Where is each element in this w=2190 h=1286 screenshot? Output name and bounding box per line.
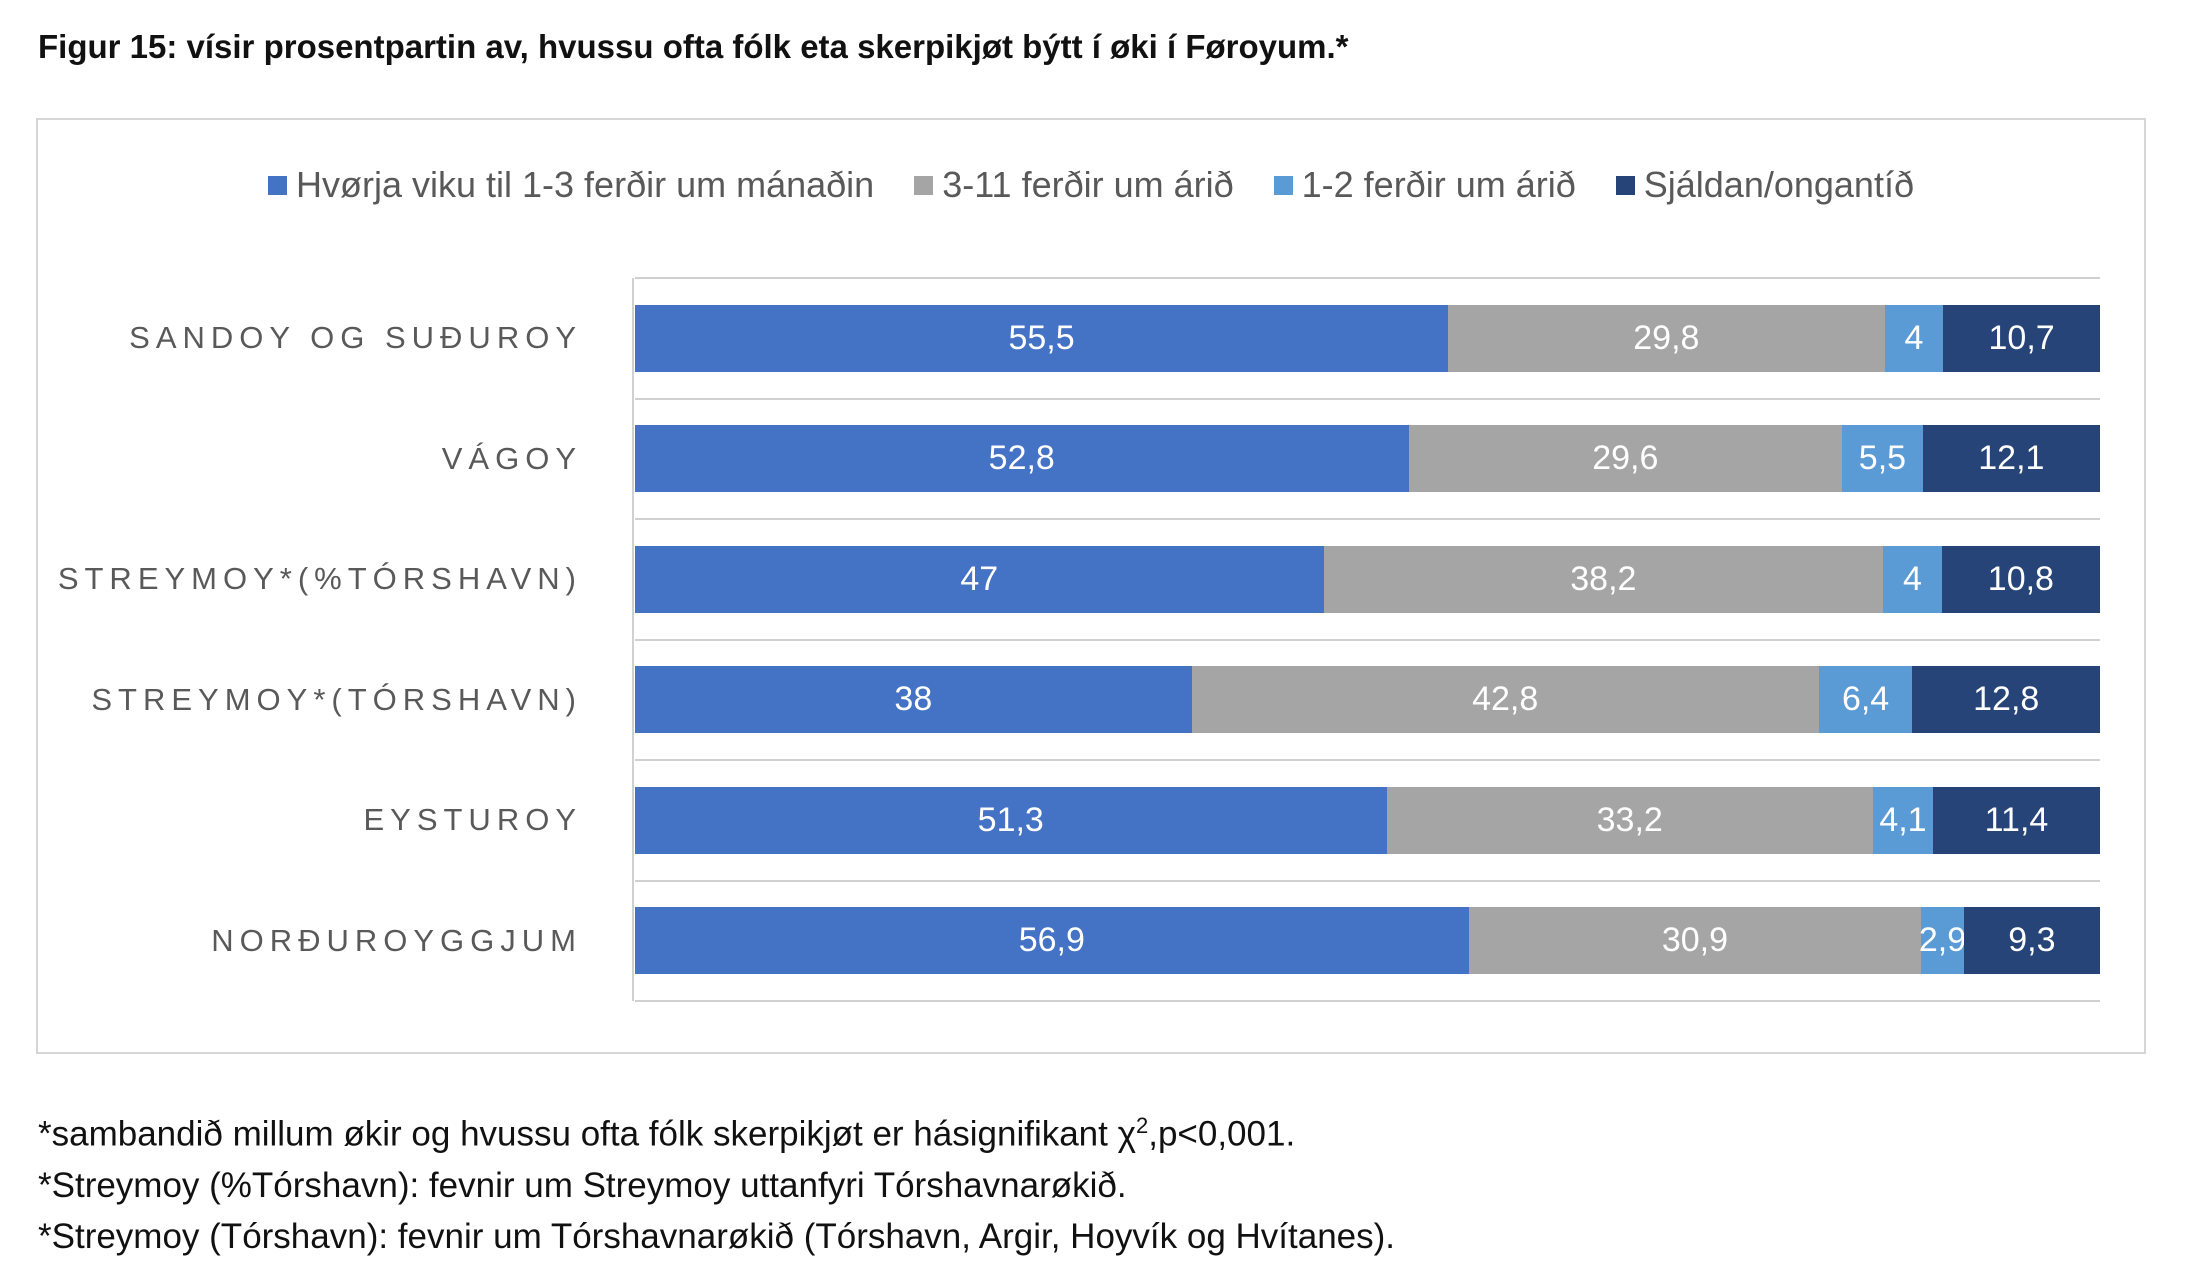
- legend-label-3: 1-2 ferðir um árið: [1301, 164, 1576, 205]
- gridline: [635, 759, 2100, 761]
- bar-segment: 10,8: [1941, 545, 2100, 613]
- bar-segment: 6,4: [1818, 666, 1913, 734]
- footnotes: *sambandið millum økir og hvussu ofta fó…: [38, 1100, 1395, 1262]
- data-label: 33,2: [1596, 800, 1663, 839]
- legend-label-1: Hvørja viku til 1-3 ferðir um mánaðin: [296, 164, 875, 205]
- bar-segment: 52,8: [635, 425, 1409, 493]
- legend-swatch-2: [914, 175, 934, 195]
- bar-segment: 38: [635, 666, 1192, 734]
- legend-item-1: Hvørja viku til 1-3 ferðir um mánaðin: [268, 164, 874, 206]
- gridline: [635, 638, 2100, 641]
- data-label: 12,8: [1973, 680, 2040, 719]
- legend-swatch-1: [268, 175, 287, 195]
- data-label: 51,3: [977, 800, 1044, 839]
- bar-segment: 56,9: [635, 907, 1469, 975]
- bar-segment: 47: [635, 545, 1324, 613]
- data-label: 10,8: [1987, 559, 2054, 598]
- bar-segment: 4: [1884, 304, 1944, 372]
- bar-segment: 42,8: [1191, 666, 1819, 734]
- bar-segment: 9,3: [1963, 907, 2100, 975]
- data-label: 55,5: [1008, 318, 1075, 357]
- data-label: 4: [1904, 318, 1924, 357]
- category-label: SANDOY OG SUÐUROY: [129, 320, 582, 356]
- chart-legend: Hvørja viku til 1-3 ferðir um mánaðin 3-1…: [38, 162, 2144, 208]
- data-label: 38: [894, 680, 933, 719]
- bar-segment: 33,2: [1386, 786, 1873, 854]
- gridline: [635, 277, 2100, 279]
- figure-title: Figur 15: vísir prosentpartin av, hvussu…: [38, 28, 1349, 65]
- data-label: 4,1: [1879, 800, 1927, 839]
- bar-segment: 38,2: [1323, 545, 1884, 613]
- legend-item-3: 1-2 ferðir um árið: [1273, 164, 1576, 206]
- footnote-significance: *sambandið millum økir og hvussu ofta fó…: [38, 1100, 1395, 1160]
- data-label: 29,6: [1592, 439, 1659, 478]
- category-label: VÁGOY: [441, 440, 582, 476]
- legend-item-4: Sjáldan/ongantíð: [1615, 164, 1914, 206]
- footnote-significance-text: *sambandið millum økir og hvussu ofta fó…: [38, 1114, 1136, 1154]
- bar-segment: 4,1: [1872, 786, 1933, 854]
- bar-segment: 29,8: [1448, 304, 1885, 372]
- data-label: 11,4: [1984, 800, 2049, 839]
- legend-swatch-3: [1273, 175, 1293, 195]
- data-label: 4: [1903, 559, 1922, 598]
- category-axis-line: [632, 278, 634, 1001]
- footnote-superscript: 2: [1135, 1113, 1149, 1138]
- footnote-significance-end: ,p<0,001.: [1148, 1114, 1296, 1154]
- gridline: [635, 518, 2100, 520]
- gridline: [635, 1000, 2100, 1002]
- gridline: [635, 397, 2100, 400]
- legend-item-2: 3-11 ferðir um árið: [914, 164, 1234, 206]
- gridline: [635, 879, 2100, 882]
- data-label: 52,8: [988, 439, 1055, 478]
- bar-segment: 5,5: [1842, 425, 1923, 493]
- bar-segment: 51,3: [635, 786, 1387, 854]
- data-label: 56,9: [1018, 921, 1085, 960]
- data-label: 42,8: [1472, 680, 1539, 719]
- bar-segment: 11,4: [1932, 786, 2100, 854]
- data-label: 2,9: [1918, 921, 1967, 960]
- bar-segment: 10,7: [1943, 304, 2100, 372]
- data-label: 12,1: [1978, 439, 2045, 478]
- bar-segment: 12,8: [1912, 666, 2100, 734]
- data-label: 5,5: [1858, 439, 1907, 478]
- bar-segment: 30,9: [1468, 907, 1922, 975]
- legend-label-2: 3-11 ferðir um árið: [942, 164, 1234, 205]
- bar-segment: 29,6: [1408, 425, 1843, 493]
- legend-swatch-4: [1615, 175, 1635, 195]
- category-label: STREYMOY*(%TÓRSHAVN): [57, 561, 582, 597]
- data-label: 47: [960, 559, 999, 598]
- bar-segment: 55,5: [635, 304, 1449, 372]
- chart-frame: Hvørja viku til 1-3 ferðir um mánaðin 3-1…: [36, 118, 2146, 1054]
- footnote-streymoy-incl: *Streymoy (Tórshavn): fevnir um Tórshavn…: [38, 1216, 1396, 1256]
- bar-plot-area: 55,5 29,8 4 10,7 52,8 29,6 5,5 12,1 47 38,2 4 10,8 3…: [632, 277, 2100, 1002]
- data-label: 30,9: [1661, 921, 1728, 960]
- bar-segment: 4: [1883, 545, 1942, 613]
- category-label: STREYMOY*(TÓRSHAVN): [91, 681, 582, 717]
- bar-segment: 12,1: [1922, 425, 2100, 493]
- data-label: 9,3: [2008, 921, 2056, 960]
- data-label: 6,4: [1841, 680, 1890, 719]
- category-label: NORÐUROYGGJUM: [211, 922, 582, 958]
- data-label: 38,2: [1570, 559, 1637, 598]
- footnote-streymoy-excl: *Streymoy (%Tórshavn): fevnir um Streymo…: [38, 1165, 1127, 1205]
- bar-segment: 2,9: [1918, 907, 1967, 975]
- legend-label-4: Sjáldan/ongantíð: [1643, 164, 1914, 205]
- category-label: EYSTUROY: [363, 802, 582, 838]
- data-label: 10,7: [1988, 318, 2055, 357]
- data-label: 29,8: [1633, 318, 1700, 357]
